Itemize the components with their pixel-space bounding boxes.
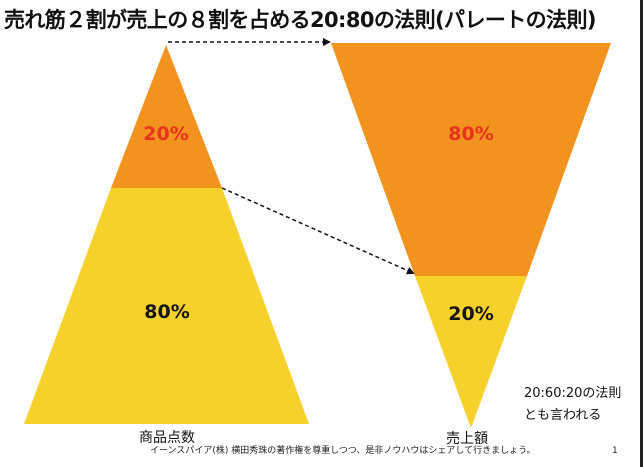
left-bottom-percent: 80% [144, 301, 190, 323]
note-line-1: 20:60:20の法則 [524, 386, 622, 401]
right-pyramid-label: 売上額 [446, 431, 488, 447]
right-pyramid-bottom-segment [415, 276, 527, 428]
left-top-percent: 20% [143, 123, 189, 145]
bottom-dashed-arrow [221, 187, 415, 275]
left-pyramid-top-segment [111, 45, 222, 188]
slide-title: 売れ筋２割が売上の８割を占める20:80の法則(パレートの法則) [4, 8, 596, 32]
note: 20:60:20の法則 とも言われる [524, 383, 621, 427]
right-bottom-percent: 20% [448, 303, 494, 325]
left-pyramid-bottom-segment [24, 188, 309, 424]
page-number: 1 [612, 446, 618, 456]
right-top-percent: 80% [448, 123, 494, 145]
note-line-2: とも言われる [524, 408, 602, 423]
right-pyramid-top-segment [331, 43, 611, 276]
right-edge-bar [640, 0, 643, 467]
left-pyramid-label: 商品点数 [139, 430, 195, 446]
footer-copyright: イーンスパイア(株) 横田秀珠の著作権を尊重しつつ、是非ノウハウはシェアして行き… [150, 446, 536, 456]
